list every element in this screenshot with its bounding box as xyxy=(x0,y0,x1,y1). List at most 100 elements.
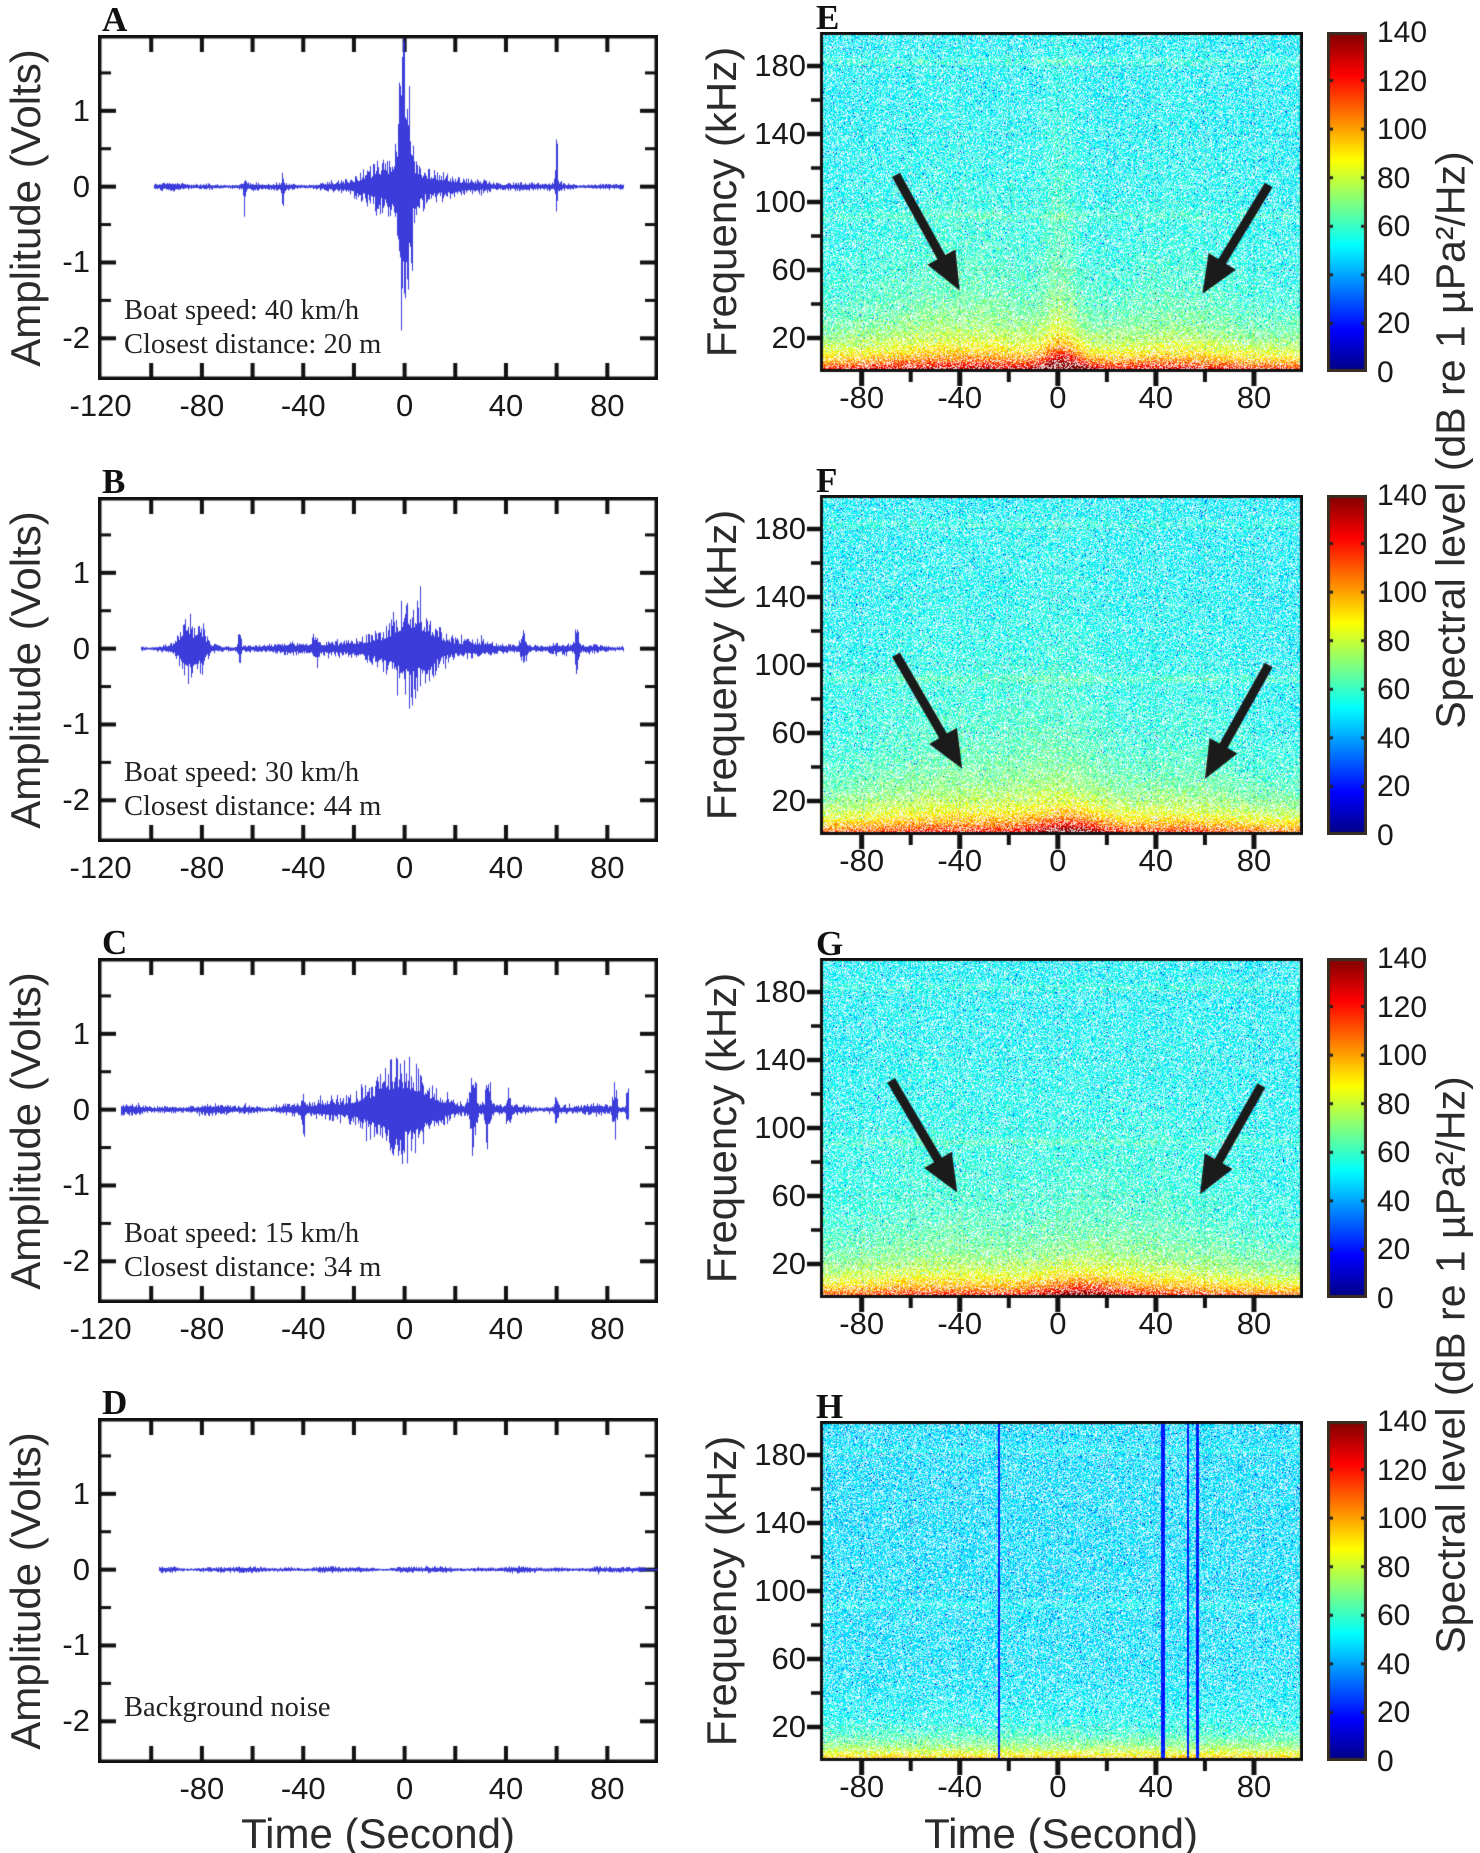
x-tick-label: -40 xyxy=(937,380,983,415)
y-tick-label: 180 xyxy=(754,1437,806,1472)
colorbar-tick-label: 120 xyxy=(1377,990,1428,1024)
time-axis-title: Time (Second) xyxy=(924,1810,1198,1853)
colorbar-tick-label: 100 xyxy=(1377,113,1428,147)
spectrogram-canvas-F xyxy=(802,495,1303,853)
colorbar-tick-label: 20 xyxy=(1377,770,1411,804)
x-tick-label: 80 xyxy=(1236,1769,1272,1804)
colorbar-tick-label: 40 xyxy=(1377,1184,1411,1218)
panel-waveform-C xyxy=(98,958,658,1303)
y-tick-label: 180 xyxy=(754,974,806,1009)
colorbar-tick-label: 20 xyxy=(1377,1696,1411,1730)
colorbar-tick-label: 20 xyxy=(1377,307,1411,341)
x-tick-label: 80 xyxy=(1236,380,1272,415)
panel-letter-F: F xyxy=(816,461,838,500)
y-tick-label: 1 xyxy=(72,92,90,128)
y-tick-label: 60 xyxy=(771,252,806,287)
y-tick-label: 60 xyxy=(771,715,806,750)
y-tick-label: 100 xyxy=(754,647,806,682)
x-tick-label: 40 xyxy=(1138,1769,1174,1804)
panel-annotation: Boat speed: 15 km/h xyxy=(124,1218,360,1249)
colorbar-tick-label: 60 xyxy=(1377,210,1411,244)
x-tick-label: 40 xyxy=(1138,380,1174,415)
panel-annotation: Boat speed: 40 km/h xyxy=(124,295,360,326)
y-tick-label: 0 xyxy=(72,1091,90,1127)
x-tick-label: -40 xyxy=(280,1311,326,1346)
colorbar-title: Spectral level (dB re 1 µPa²/Hz) xyxy=(1427,151,1474,729)
x-tick-label: 40 xyxy=(488,388,524,423)
panel-spectrogram-E xyxy=(802,32,1303,390)
panel-waveform-A xyxy=(98,35,658,380)
y-tick-label: 140 xyxy=(754,1042,806,1077)
x-tick-label: 0 xyxy=(1049,1306,1067,1341)
y-tick-label: 140 xyxy=(754,579,806,614)
panel-letter-B: B xyxy=(102,462,126,501)
panel-annotation: Closest distance: 34 m xyxy=(124,1252,382,1283)
panel-annotation: Boat speed: 30 km/h xyxy=(124,757,360,788)
y-tick-label: 1 xyxy=(72,1015,90,1051)
panel-annotation: Closest distance: 44 m xyxy=(124,791,382,822)
colorbar-tick-label: 120 xyxy=(1377,527,1428,561)
colorbar-tick-label: 20 xyxy=(1377,1233,1411,1267)
x-tick-label: 0 xyxy=(1049,843,1067,878)
frequency-axis-title: Frequency (kHz) xyxy=(698,509,745,821)
colorbar-tick-label: 40 xyxy=(1377,721,1411,755)
colorbar-tick-label: 120 xyxy=(1377,1453,1428,1487)
x-tick-label: -80 xyxy=(839,1769,885,1804)
colorbar-tick-label: 60 xyxy=(1377,1599,1411,1633)
panel-spectrogram-F xyxy=(802,495,1303,853)
x-tick-label: -120 xyxy=(69,388,132,423)
colorbar-tick-label: 80 xyxy=(1377,161,1411,195)
x-tick-label: 80 xyxy=(1236,843,1272,878)
waveform-plot-canvas-B xyxy=(98,497,658,842)
y-tick-label: -2 xyxy=(62,782,90,818)
x-tick-label: -40 xyxy=(937,1769,983,1804)
y-tick-label: -1 xyxy=(62,1167,90,1203)
x-tick-label: -40 xyxy=(937,843,983,878)
colorbar-tick-label: 80 xyxy=(1377,1087,1411,1121)
x-tick-label: 80 xyxy=(590,1311,625,1346)
colorbar-tick-label: 140 xyxy=(1377,16,1428,49)
x-tick-label: 40 xyxy=(488,1771,524,1806)
y-tick-label: -2 xyxy=(62,320,90,356)
y-tick-label: -2 xyxy=(62,1703,90,1739)
frequency-axis-title: Frequency (kHz) xyxy=(698,46,745,358)
colorbar-tick-label: 40 xyxy=(1377,258,1411,292)
y-tick-label: 20 xyxy=(771,1246,806,1281)
panel-waveform-B xyxy=(98,497,658,842)
colorbar-tick-label: 60 xyxy=(1377,1136,1411,1170)
colorbar-tick-label: 100 xyxy=(1377,1039,1428,1073)
y-tick-label: 180 xyxy=(754,511,806,546)
x-tick-label: 0 xyxy=(395,1771,414,1806)
colorbar-canvas-F xyxy=(1327,495,1367,835)
colorbar-canvas-G xyxy=(1327,958,1367,1298)
waveform-plot-canvas-A xyxy=(98,35,658,380)
y-tick-label: -1 xyxy=(62,244,90,280)
y-tick-label: 1 xyxy=(72,1475,90,1511)
panel-waveform-D xyxy=(98,1418,658,1763)
colorbar-tick-label: 60 xyxy=(1377,673,1411,707)
x-tick-label: 40 xyxy=(488,1311,524,1346)
waveform-plot-canvas-C xyxy=(98,958,658,1303)
colorbar-tick-label: 100 xyxy=(1377,1502,1428,1536)
panel-letter-A: A xyxy=(102,0,128,39)
x-tick-label: 80 xyxy=(590,1771,625,1806)
panel-annotation: Background noise xyxy=(124,1692,331,1723)
x-tick-label: -80 xyxy=(839,380,885,415)
x-tick-label: -80 xyxy=(179,1311,225,1346)
y-tick-label: 60 xyxy=(771,1641,806,1676)
panel-letter-E: E xyxy=(816,0,840,37)
panel-letter-G: G xyxy=(816,924,844,963)
y-tick-label: 60 xyxy=(771,1178,806,1213)
panel-letter-C: C xyxy=(102,923,128,962)
colorbar-tick-label: 100 xyxy=(1377,576,1428,610)
waveform-plot-canvas-D xyxy=(98,1418,658,1763)
y-tick-label: -2 xyxy=(62,1243,90,1279)
y-tick-label: -1 xyxy=(62,1627,90,1663)
colorbar-tick-label: 140 xyxy=(1377,479,1428,512)
colorbar-tick-label: 80 xyxy=(1377,1550,1411,1584)
x-tick-label: 80 xyxy=(590,850,625,885)
y-tick-label: 20 xyxy=(771,1709,806,1744)
colorbar-tick-label: 0 xyxy=(1377,1745,1394,1778)
y-tick-label: 0 xyxy=(72,1551,90,1587)
